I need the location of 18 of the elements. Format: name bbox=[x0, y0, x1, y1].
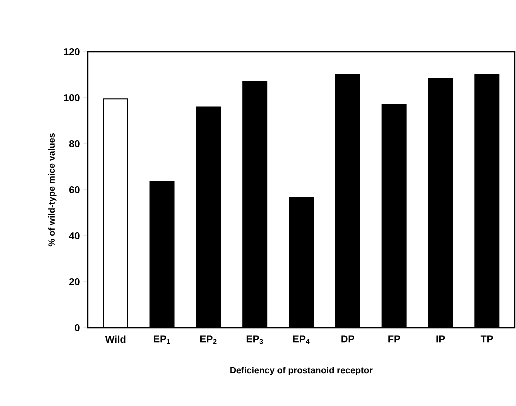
x-tick-label: FP bbox=[388, 336, 400, 343]
x-tick-label: EP$_{4}$ bbox=[293, 336, 310, 344]
x-tick-label: EP$_{1}$ bbox=[154, 336, 170, 344]
x-tick-label: EP$_{2}$ bbox=[200, 336, 217, 344]
x-tick-label: Wild bbox=[105, 336, 126, 344]
y-axis-title: % of wild-type mice values bbox=[48, 134, 57, 247]
x-axis-title: Deficiency of prostanoid receptor bbox=[230, 367, 373, 376]
y-tick-label: 60 bbox=[70, 186, 80, 194]
x-tick-label: IP bbox=[436, 336, 446, 343]
y-tick-label: 120 bbox=[64, 48, 80, 56]
y-tick-label: 40 bbox=[69, 232, 80, 240]
x-tick-label: TP bbox=[480, 336, 494, 343]
x-tick-label: EP$_{3}$ bbox=[246, 336, 264, 344]
y-tick-label: 100 bbox=[64, 94, 80, 102]
y-tick-label: 20 bbox=[69, 278, 80, 286]
y-tick-label: 80 bbox=[69, 140, 80, 148]
x-tick-label: DP bbox=[342, 336, 354, 343]
y-tick-label: 0 bbox=[75, 324, 80, 332]
